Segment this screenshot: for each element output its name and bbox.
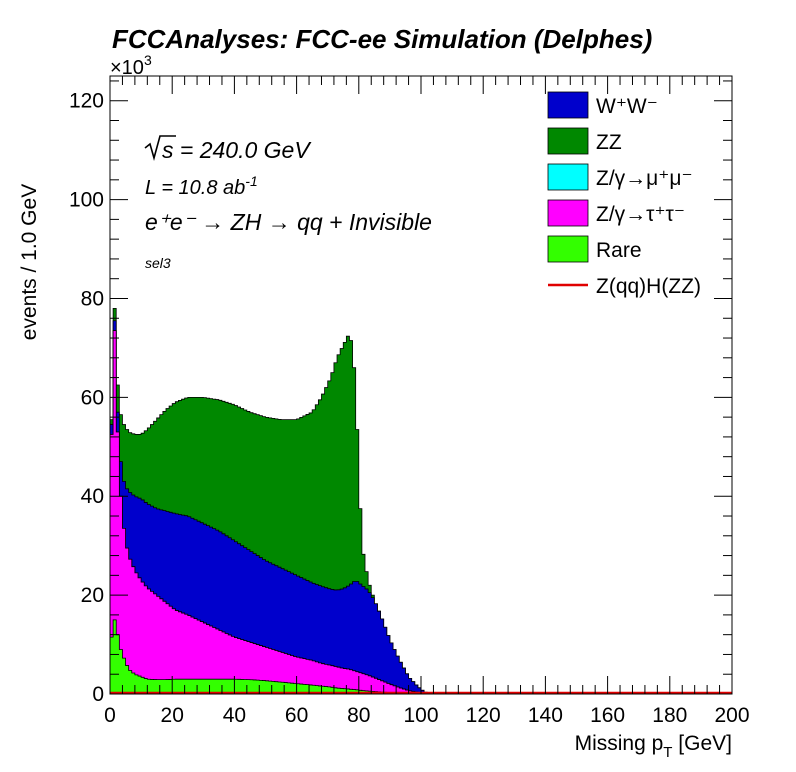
legend-swatch-rare	[547, 235, 589, 263]
x-tick-label: 0	[104, 704, 116, 727]
x-axis-label: Missing pT [GeV]	[575, 732, 732, 761]
legend-label-rare: Rare	[596, 239, 642, 262]
sqrt-s-annotation: s = 240.0 GeV	[162, 137, 312, 163]
y-tick-label: 100	[69, 189, 104, 212]
x-tick-label: 60	[285, 704, 308, 727]
y-tick-label: 20	[81, 584, 104, 607]
legend-label-ztautau: Z/γ→τ⁺τ⁻	[596, 203, 685, 226]
y-axis-tick-labels: 0 20 40 60 80 100 120	[69, 90, 104, 706]
x-tick-label: 100	[403, 704, 438, 727]
x-axis-tick-labels: 0 20 40 60 80 100 120 140 160 180 200	[104, 704, 749, 727]
legend-swatch-zz	[547, 127, 589, 155]
legend-swatch-zmumu	[547, 163, 589, 191]
x-tick-label: 140	[528, 704, 563, 727]
x-tick-label: 80	[347, 704, 370, 727]
legend-swatch-ztautau	[547, 199, 589, 227]
x-tick-label: 40	[223, 704, 246, 727]
legend-label-zz: ZZ	[596, 131, 622, 154]
y-multiplier: ×103	[110, 52, 152, 79]
legend-label-signal: Z(qq)H(ZZ)	[596, 275, 701, 298]
x-tick-label: 160	[590, 704, 625, 727]
x-tick-label: 180	[652, 704, 687, 727]
chart-title: FCCAnalyses: FCC-ee Simulation (Delphes)	[112, 24, 652, 54]
y-tick-label: 40	[81, 485, 104, 508]
sqrt-symbol	[144, 135, 176, 161]
annotations: s = 240.0 GeV L = 10.8 ab-1 e⁺e⁻ → ZH → …	[144, 135, 432, 271]
y-axis-label: events / 1.0 GeV	[18, 184, 41, 340]
x-tick-label: 200	[714, 704, 749, 727]
process-annotation: e⁺e⁻ → ZH → qq + Invisible	[145, 209, 432, 235]
y-tick-label: 60	[81, 386, 104, 409]
y-tick-label: 0	[92, 683, 104, 706]
x-axis-ticks	[109, 76, 733, 694]
x-tick-label: 20	[161, 704, 184, 727]
stacked-bands	[109, 307, 732, 695]
legend-label-ww: W⁺W⁻	[596, 95, 658, 118]
legend-swatch-ww	[547, 91, 589, 119]
legend: W⁺W⁻ ZZ Z/γ→μ⁺μ⁻ Z/γ→τ⁺τ⁻ Rare Z(qq)H(ZZ)	[547, 91, 701, 298]
y-axis-ticks	[110, 80, 732, 695]
legend-label-zmumu: Z/γ→μ⁺μ⁻	[596, 167, 693, 190]
lumi-annotation: L = 10.8 ab-1	[145, 173, 258, 199]
x-tick-label: 120	[466, 704, 501, 727]
y-tick-label: 80	[81, 287, 104, 310]
selection-annotation: sel3	[145, 255, 171, 271]
y-tick-label: 120	[69, 90, 104, 113]
